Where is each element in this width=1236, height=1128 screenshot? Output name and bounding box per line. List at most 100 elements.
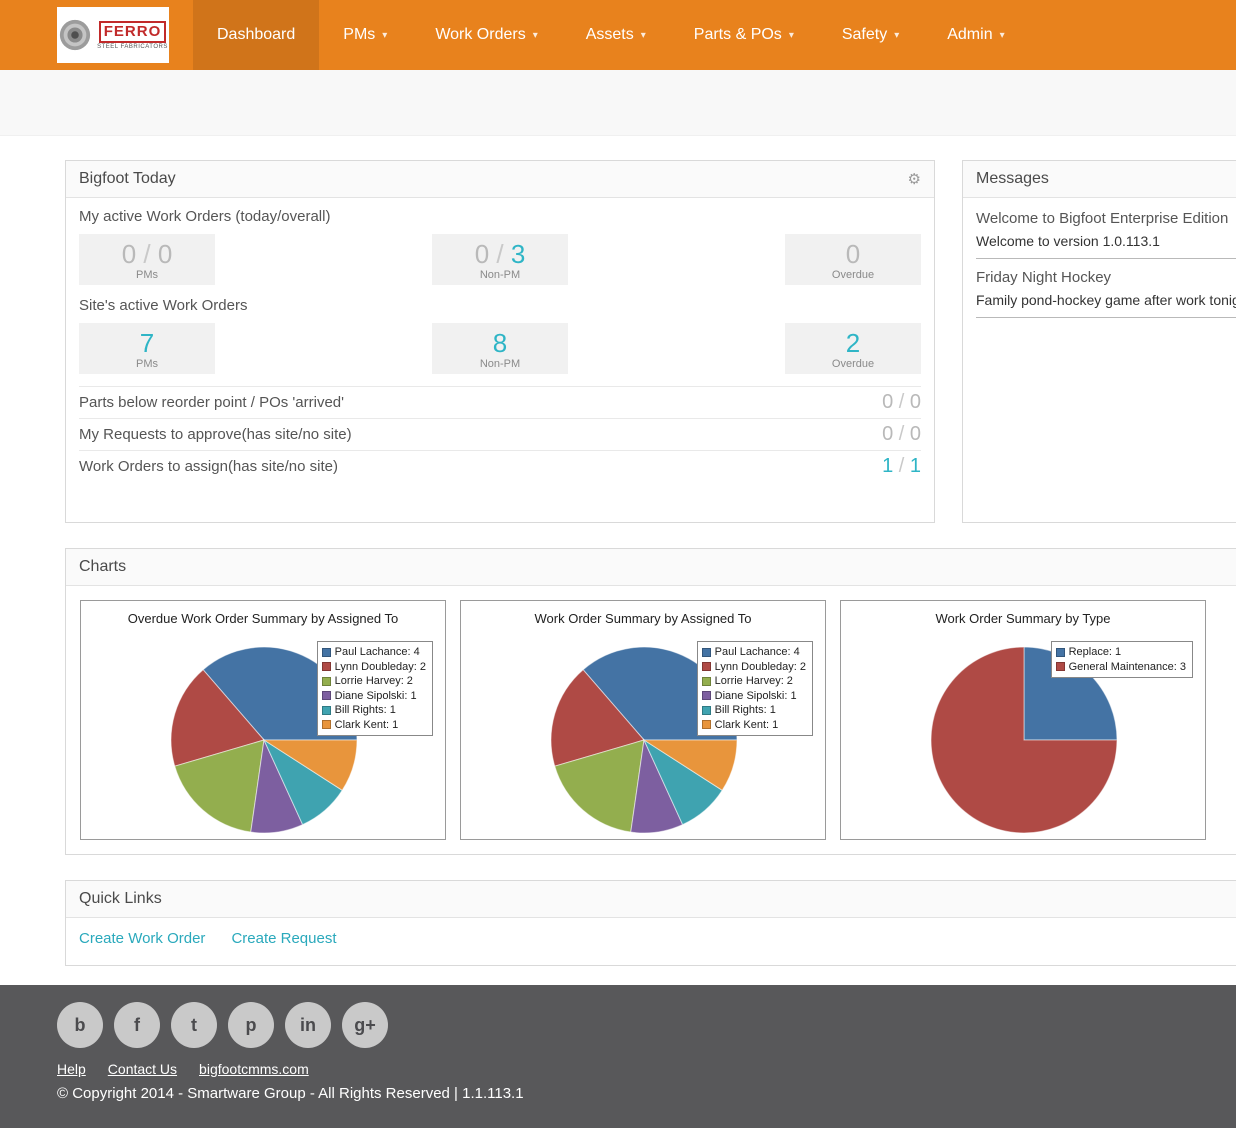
stat-number[interactable]: 7 (139, 328, 155, 358)
social-icon-pinterest[interactable]: p (228, 1002, 274, 1048)
legend-entry: General Maintenance: 3 (1055, 660, 1186, 675)
quick-links-title: Quick Links (79, 890, 162, 907)
nav-item-dashboard[interactable]: Dashboard (193, 0, 320, 70)
section-label: Site's active Work Orders (79, 297, 248, 314)
legend-label: Lynn Doubleday: 2 (334, 660, 426, 673)
breadcrumb-bar (0, 70, 1236, 136)
legend-label: Diane Sipolski: 1 (334, 689, 417, 702)
legend-swatch (321, 705, 331, 715)
legend-label: Paul Lachance: 4 (334, 646, 420, 658)
summary-number: 0 (882, 391, 894, 413)
summary-number[interactable]: 1 (909, 455, 921, 477)
brand-name: FERRO (98, 20, 167, 43)
nav-item-parts-pos[interactable]: Parts & POs ▾ (670, 0, 818, 70)
social-icon-facebook[interactable]: f (114, 1002, 160, 1048)
pie-slice-general-maintenance (930, 646, 1118, 834)
legend-label: Lynn Doubleday: 2 (714, 660, 806, 673)
legend-swatch (701, 705, 711, 715)
social-icon-blogger[interactable]: b (57, 1002, 103, 1048)
message-item: Welcome to Bigfoot Enterprise Edition Wel… (976, 210, 1236, 259)
legend-entry: Diane Sipolski: 1 (321, 689, 426, 704)
social-icon-twitter[interactable]: t (171, 1002, 217, 1048)
stat-number[interactable]: 8 (492, 328, 508, 358)
social-icon-google-plus[interactable]: g+ (342, 1002, 388, 1048)
pie-slice-clark-kent (642, 739, 738, 791)
pie-slice-lynn-doubleday (550, 669, 645, 767)
charts-panel: Charts Overdue Work Order Summary by Ass… (65, 548, 1236, 855)
chevron-down-icon: ▾ (640, 29, 646, 41)
nav-item-admin[interactable]: Admin ▾ (923, 0, 1028, 70)
legend-label: Lorrie Harvey: 2 (334, 675, 413, 687)
summary-row-value: 0 / 0 (882, 423, 921, 446)
quick-links-header: Quick Links (66, 881, 1236, 918)
stats-row: 0 / 0 PMs 0 / 3 Non-PM 0 Overdue (79, 234, 921, 285)
legend-swatch (321, 720, 331, 730)
legend-swatch (701, 691, 711, 701)
stat-number[interactable]: 2 (845, 328, 861, 358)
quick-link-create-request[interactable]: Create Request (231, 930, 337, 947)
bigfoot-today-header: Bigfoot Today ⚙ (66, 161, 934, 198)
stat-value: 0 (785, 240, 921, 268)
legend-entry: Diane Sipolski: 1 (701, 689, 806, 704)
summary-row-value: 0 / 0 (882, 391, 921, 414)
summary-number: 0 (909, 423, 921, 445)
legend-swatch (701, 676, 711, 686)
footer-link-bigfootcmms-com[interactable]: bigfootcmms.com (199, 1061, 309, 1077)
chart-title: Work Order Summary by Assigned To (534, 611, 752, 626)
stat-box-pms: 7 PMs (79, 323, 215, 374)
pie-chart-3: Work Order Summary by Type Replace: 1 Gene… (840, 600, 1206, 840)
bigfoot-today-title: Bigfoot Today (79, 170, 176, 187)
footer-link-contact-us[interactable]: Contact Us (107, 1061, 178, 1077)
stat-value: 2 (785, 329, 921, 357)
stat-number: 0 (474, 239, 490, 269)
legend-label: Replace: 1 (1068, 646, 1122, 658)
pie-slice-lorrie-harvey (174, 739, 265, 833)
nav-item-assets[interactable]: Assets ▾ (562, 0, 670, 70)
summary-number: 0 (882, 423, 894, 445)
summary-number: 0 (909, 391, 921, 413)
section-label: My active Work Orders (today/overall) (79, 208, 331, 225)
stat-value: 0 / 0 (79, 240, 215, 268)
stats-row: 7 PMs 8 Non-PM 2 Overdue (79, 323, 921, 374)
nav-item-label: Parts & POs (693, 26, 782, 43)
legend-label: Clark Kent: 1 (714, 718, 779, 731)
stat-box-label: Non-PM (479, 269, 521, 281)
footer: b f t p in g+ Help Contact Us bigfootcmms.com ©… (0, 985, 1236, 1128)
legend-entry: Replace: 1 (1055, 645, 1186, 660)
nav-item-label: PMs (343, 26, 376, 43)
brand-tagline: STEEL FABRICATORS (97, 43, 168, 50)
stat-number[interactable]: 3 (510, 239, 526, 269)
quick-link-create-work-order[interactable]: Create Work Order (79, 930, 206, 947)
steel-coil-icon (60, 19, 91, 51)
stat-box-non-pm: 0 / 3 Non-PM (432, 234, 568, 285)
brand-logo[interactable]: FERRO STEEL FABRICATORS (57, 7, 169, 63)
stat-box-overdue: 2 Overdue (785, 323, 921, 374)
bigfoot-today-body: My active Work Orders (today/overall) 0 /… (66, 208, 934, 482)
nav-item-safety[interactable]: Safety ▾ (818, 0, 923, 70)
legend-swatch (321, 662, 331, 672)
social-icon-linkedin[interactable]: in (285, 1002, 331, 1048)
legend-swatch (321, 647, 331, 657)
nav-item-work-orders[interactable]: Work Orders ▾ (411, 0, 561, 70)
message-body: Welcome to version 1.0.113.1 (976, 233, 1236, 259)
stat-box-label: Overdue (831, 269, 875, 281)
legend-label: Paul Lachance: 4 (714, 646, 800, 658)
brand-text: FERRO STEEL FABRICATORS (97, 20, 168, 50)
legend-entry: Paul Lachance: 4 (321, 645, 426, 660)
legend-swatch (701, 720, 711, 730)
summary-number[interactable]: 1 (882, 455, 894, 477)
nav-item-pms[interactable]: PMs ▾ (319, 0, 411, 70)
stat-box-label: Non-PM (479, 358, 521, 370)
chevron-down-icon: ▾ (894, 29, 900, 41)
quick-links-list: Create Work Order Create Request (66, 918, 1236, 965)
legend-entry: Clark Kent: 1 (321, 718, 426, 733)
message-body: Family pond-hockey game after work tonig (976, 292, 1236, 318)
gear-icon[interactable]: ⚙ (907, 170, 921, 188)
legend-entry: Bill Rights: 1 (701, 703, 806, 718)
legend-swatch (701, 662, 711, 672)
footer-link-help[interactable]: Help (57, 1061, 86, 1077)
legend-label: Bill Rights: 1 (714, 704, 776, 716)
chart-title: Work Order Summary by Type (935, 611, 1111, 626)
stat-value: 7 (79, 329, 215, 357)
